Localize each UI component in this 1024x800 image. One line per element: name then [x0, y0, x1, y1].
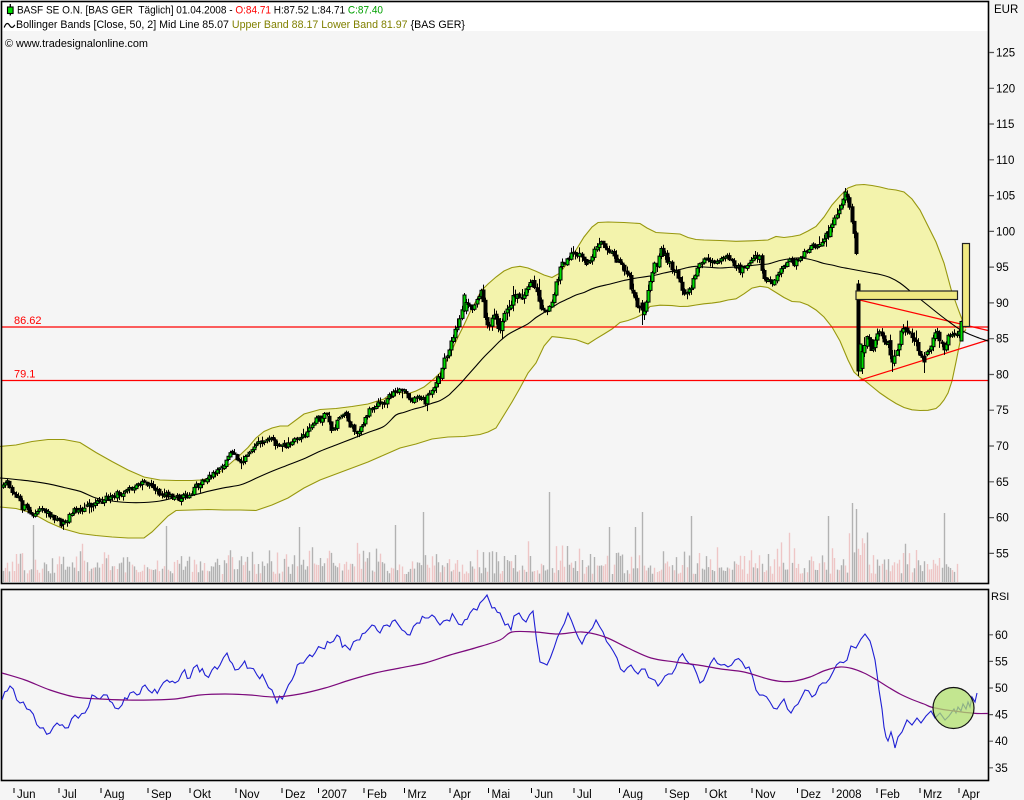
svg-text:2008: 2008: [836, 789, 862, 800]
svg-text:EUR: EUR: [994, 4, 1018, 16]
svg-text:60: 60: [995, 630, 1008, 642]
svg-text:Jul: Jul: [62, 789, 77, 800]
svg-text:65: 65: [996, 477, 1009, 489]
svg-text:Mrz: Mrz: [923, 789, 942, 800]
svg-text:Feb: Feb: [880, 789, 900, 800]
svg-text:110: 110: [996, 155, 1014, 167]
svg-text:Mai: Mai: [492, 789, 511, 800]
svg-text:79.1: 79.1: [14, 369, 35, 381]
svg-text:115: 115: [996, 119, 1014, 131]
svg-text:BASF SE O.N. [BAS GER Täglich: BASF SE O.N. [BAS GER Täglich] 01.04.200…: [17, 4, 383, 16]
svg-text:Apr: Apr: [453, 789, 471, 800]
svg-text:RSI: RSI: [991, 591, 1009, 603]
svg-text:Aug: Aug: [623, 789, 643, 800]
svg-text:Okt: Okt: [709, 789, 728, 800]
svg-text:Sep: Sep: [151, 789, 171, 800]
svg-text:2007: 2007: [322, 789, 348, 800]
svg-text:Apr: Apr: [962, 789, 980, 800]
svg-text:Dez: Dez: [285, 789, 306, 800]
svg-text:Feb: Feb: [367, 789, 387, 800]
svg-text:Nov: Nov: [755, 789, 776, 800]
svg-text:© www.tradesignalonline.com: © www.tradesignalonline.com: [5, 38, 148, 50]
svg-text:Jul: Jul: [577, 789, 592, 800]
svg-text:45: 45: [995, 710, 1008, 722]
svg-text:95: 95: [996, 262, 1009, 274]
svg-text:75: 75: [996, 405, 1009, 417]
svg-text:60: 60: [996, 513, 1009, 525]
svg-text:40: 40: [995, 736, 1008, 748]
svg-text:120: 120: [996, 83, 1015, 95]
svg-text:Jun: Jun: [17, 789, 36, 800]
svg-text:80: 80: [996, 370, 1009, 382]
svg-text:86.62: 86.62: [14, 315, 42, 327]
svg-text:Dez: Dez: [801, 789, 822, 800]
svg-text:55: 55: [996, 548, 1009, 560]
svg-text:Aug: Aug: [104, 789, 124, 800]
svg-text:Sep: Sep: [669, 789, 689, 800]
svg-text:85: 85: [996, 334, 1009, 346]
svg-text:Jun: Jun: [535, 789, 554, 800]
svg-text:70: 70: [996, 441, 1009, 453]
svg-text:Nov: Nov: [239, 789, 260, 800]
svg-text:55: 55: [995, 656, 1008, 668]
svg-text:100: 100: [996, 226, 1015, 238]
svg-text:35: 35: [995, 763, 1008, 775]
svg-text:Bollinger Bands [Close, 50, 2]: Bollinger Bands [Close, 50, 2] Mid Line …: [16, 19, 465, 31]
svg-text:125: 125: [996, 48, 1015, 60]
svg-text:105: 105: [996, 191, 1015, 203]
svg-text:Okt: Okt: [193, 789, 212, 800]
svg-text:90: 90: [996, 298, 1009, 310]
svg-text:50: 50: [995, 683, 1008, 695]
svg-text:Mrz: Mrz: [408, 789, 427, 800]
